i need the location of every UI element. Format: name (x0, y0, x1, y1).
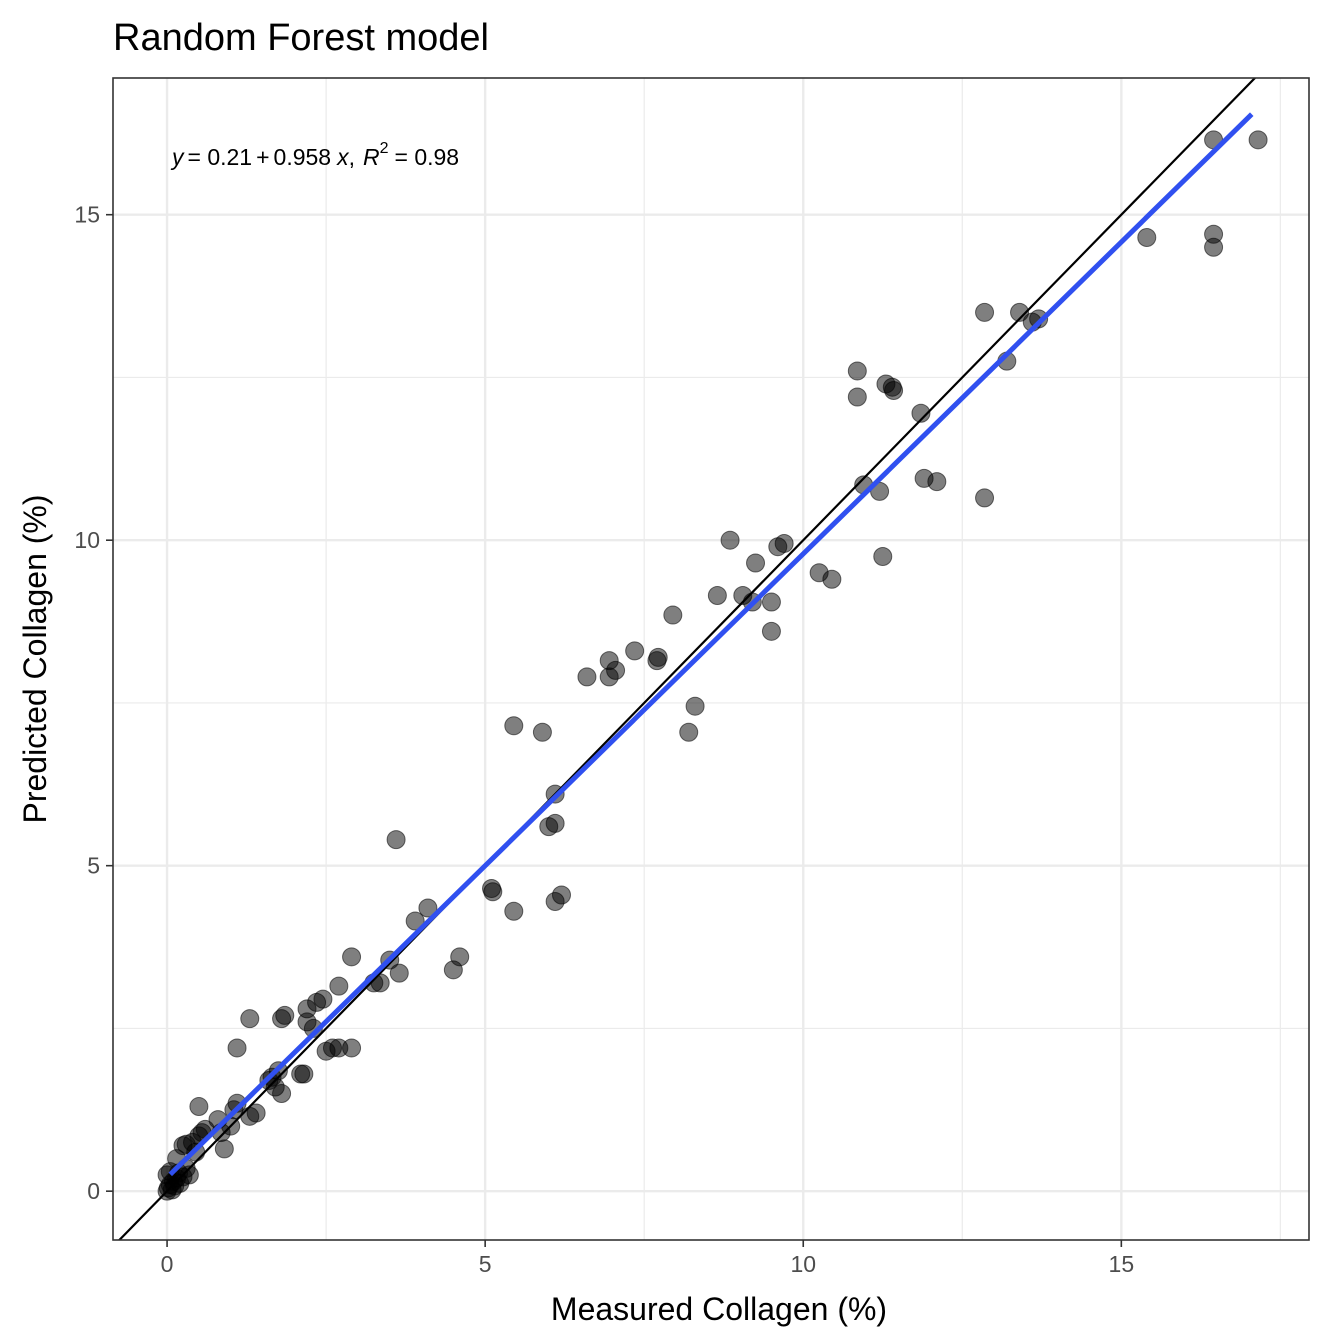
data-point (227, 1038, 247, 1058)
data-point (545, 813, 565, 833)
y-tick-label: 5 (87, 853, 100, 879)
data-point (504, 901, 524, 921)
eq-slope: 0.958 (274, 144, 332, 170)
eq-separator: , (349, 144, 355, 170)
data-point (873, 546, 893, 566)
data-point (1204, 237, 1224, 257)
data-point (189, 1097, 209, 1117)
data-point (240, 1009, 260, 1029)
data-point (294, 1064, 314, 1084)
y-tick-label: 10 (74, 527, 100, 553)
eq-r-symbol: R (363, 144, 380, 170)
data-point (386, 830, 406, 850)
data-point (389, 963, 409, 983)
data-point (532, 722, 552, 742)
data-point (774, 533, 794, 553)
data-point (847, 387, 867, 407)
data-point (847, 361, 867, 381)
y-tick-label: 15 (74, 202, 100, 228)
data-point (1029, 309, 1049, 329)
data-point (272, 1084, 292, 1104)
y-axis-title: Predicted Collagen (%) (17, 494, 53, 823)
data-point (975, 302, 995, 322)
panel-border (112, 77, 1310, 1241)
data-point (275, 1005, 295, 1025)
data-point (884, 380, 904, 400)
data-point (483, 882, 503, 902)
data-point (450, 947, 470, 967)
data-point (214, 1139, 234, 1159)
data-point (648, 647, 668, 667)
data-point (1010, 302, 1030, 322)
data-point (720, 530, 740, 550)
data-point (746, 553, 766, 573)
data-point (246, 1103, 266, 1123)
data-point (342, 947, 362, 967)
grid-major (113, 78, 1309, 1240)
eq-plus: + (256, 144, 269, 170)
panel-background (113, 78, 1309, 1240)
x-tick-label: 15 (1109, 1251, 1135, 1277)
data-point (679, 722, 699, 742)
chart-title: Random Forest model (113, 17, 489, 59)
data-point (179, 1165, 199, 1185)
plot-panel: y = 0.21 +0.958 x, R2 = 0.98 (112, 77, 1310, 1241)
data-point (370, 973, 390, 993)
data-point (761, 621, 781, 641)
data-point (685, 696, 705, 716)
eq-r-superscript: 2 (380, 140, 389, 157)
eq-x-symbol: x (336, 144, 350, 170)
x-tick-label: 5 (479, 1251, 492, 1277)
data-point (975, 488, 995, 508)
y-axis: 0 5 10 15 (74, 202, 113, 1204)
x-axis: 0 5 10 15 (161, 1240, 1134, 1277)
data-point (625, 641, 645, 661)
regression-fit-line (168, 112, 1254, 1177)
data-point (927, 472, 947, 492)
data-point (822, 569, 842, 589)
data-point (1248, 130, 1268, 150)
data-point (552, 885, 571, 905)
y-tick-label: 0 (87, 1178, 100, 1204)
data-point (577, 667, 597, 687)
data-point (313, 989, 333, 1009)
data-point (911, 403, 931, 423)
data-point (329, 976, 349, 996)
data-point (707, 586, 727, 606)
eq-intercept: = 0.21 (188, 144, 253, 170)
x-axis-title: Measured Collagen (%) (551, 1291, 887, 1327)
data-point (418, 898, 438, 918)
data-layer (117, 78, 1268, 1240)
x-tick-label: 0 (161, 1251, 174, 1277)
data-point (761, 592, 781, 612)
regression-equation: y = 0.21 +0.958 x, R2 = 0.98 (170, 140, 459, 170)
x-tick-label: 10 (790, 1251, 816, 1277)
data-point (606, 660, 626, 680)
data-point (1137, 227, 1157, 247)
eq-r-squared-value: = 0.98 (395, 144, 460, 170)
identity-reference-line (117, 78, 1257, 1240)
data-point (663, 605, 683, 625)
data-point (504, 716, 524, 736)
eq-y-symbol: y (170, 144, 185, 170)
data-point (405, 911, 425, 931)
data-point (342, 1038, 362, 1058)
